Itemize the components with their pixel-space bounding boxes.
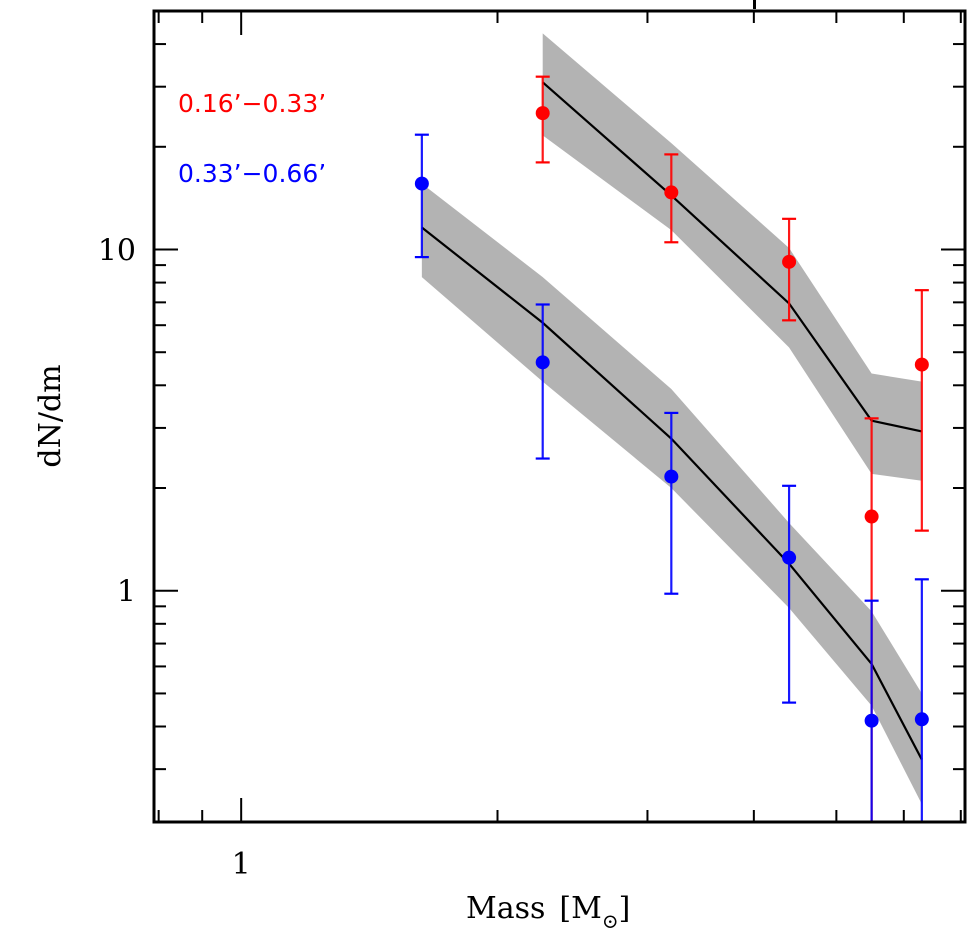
legend-entry-red: 0.16’−0.33’ (178, 89, 326, 118)
data-point (414, 176, 429, 191)
tick-labels: 1 1 10 (98, 234, 251, 882)
model-line-1 (421, 226, 923, 761)
data-points (414, 106, 929, 728)
error-bars (414, 75, 929, 822)
x-tick-label: 1 (232, 847, 251, 882)
x-axis-label-bracket-open: [ (559, 891, 571, 926)
svg-text:Mass[M⊙]: Mass [M⊙] (466, 891, 630, 933)
x-axis-label-subscript: ⊙ (602, 909, 619, 933)
plot-frame (152, 9, 967, 824)
data-point (914, 357, 929, 372)
model-band-0 (542, 33, 922, 481)
data-point (664, 185, 679, 200)
data-point (864, 509, 879, 524)
x-axis-label: Mass [M⊙] (466, 891, 630, 933)
x-axis-label-main: Mass (466, 891, 545, 926)
data-point (535, 355, 550, 370)
y-tick-label: 10 (98, 234, 136, 269)
y-tick-label: 1 (117, 575, 136, 610)
x-axis-label-unit: M (571, 891, 602, 926)
data-point (664, 469, 679, 484)
axis-ticks (154, 11, 965, 822)
legend-entry-blue: 0.33’−0.66’ (178, 159, 326, 188)
data-point (535, 106, 550, 121)
plot-frame-rect (152, 9, 967, 824)
model-band-1 (421, 183, 922, 805)
data-point (864, 713, 879, 728)
y-axis-label: dN/dm (33, 364, 68, 467)
data-point (782, 254, 797, 269)
x-axis-label-bracket-close: ] (619, 891, 631, 926)
data-point (914, 712, 929, 727)
data-point (782, 550, 797, 565)
cropped-title-fragment (753, 0, 756, 9)
model-bands (421, 33, 922, 805)
